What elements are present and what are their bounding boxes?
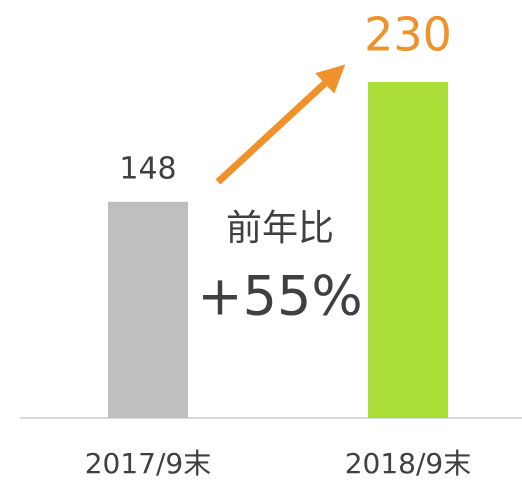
annotation: 前年比 xyxy=(226,208,334,249)
value-label: 148 xyxy=(119,151,176,186)
bar xyxy=(368,82,448,419)
x-tick-label: 2018/9末 xyxy=(345,447,472,480)
annotation: +55% xyxy=(197,265,362,328)
x-tick-label: 2017/9末 xyxy=(85,447,212,480)
value-label: 230 xyxy=(364,8,452,62)
arrow xyxy=(215,64,346,185)
bar xyxy=(108,201,188,418)
